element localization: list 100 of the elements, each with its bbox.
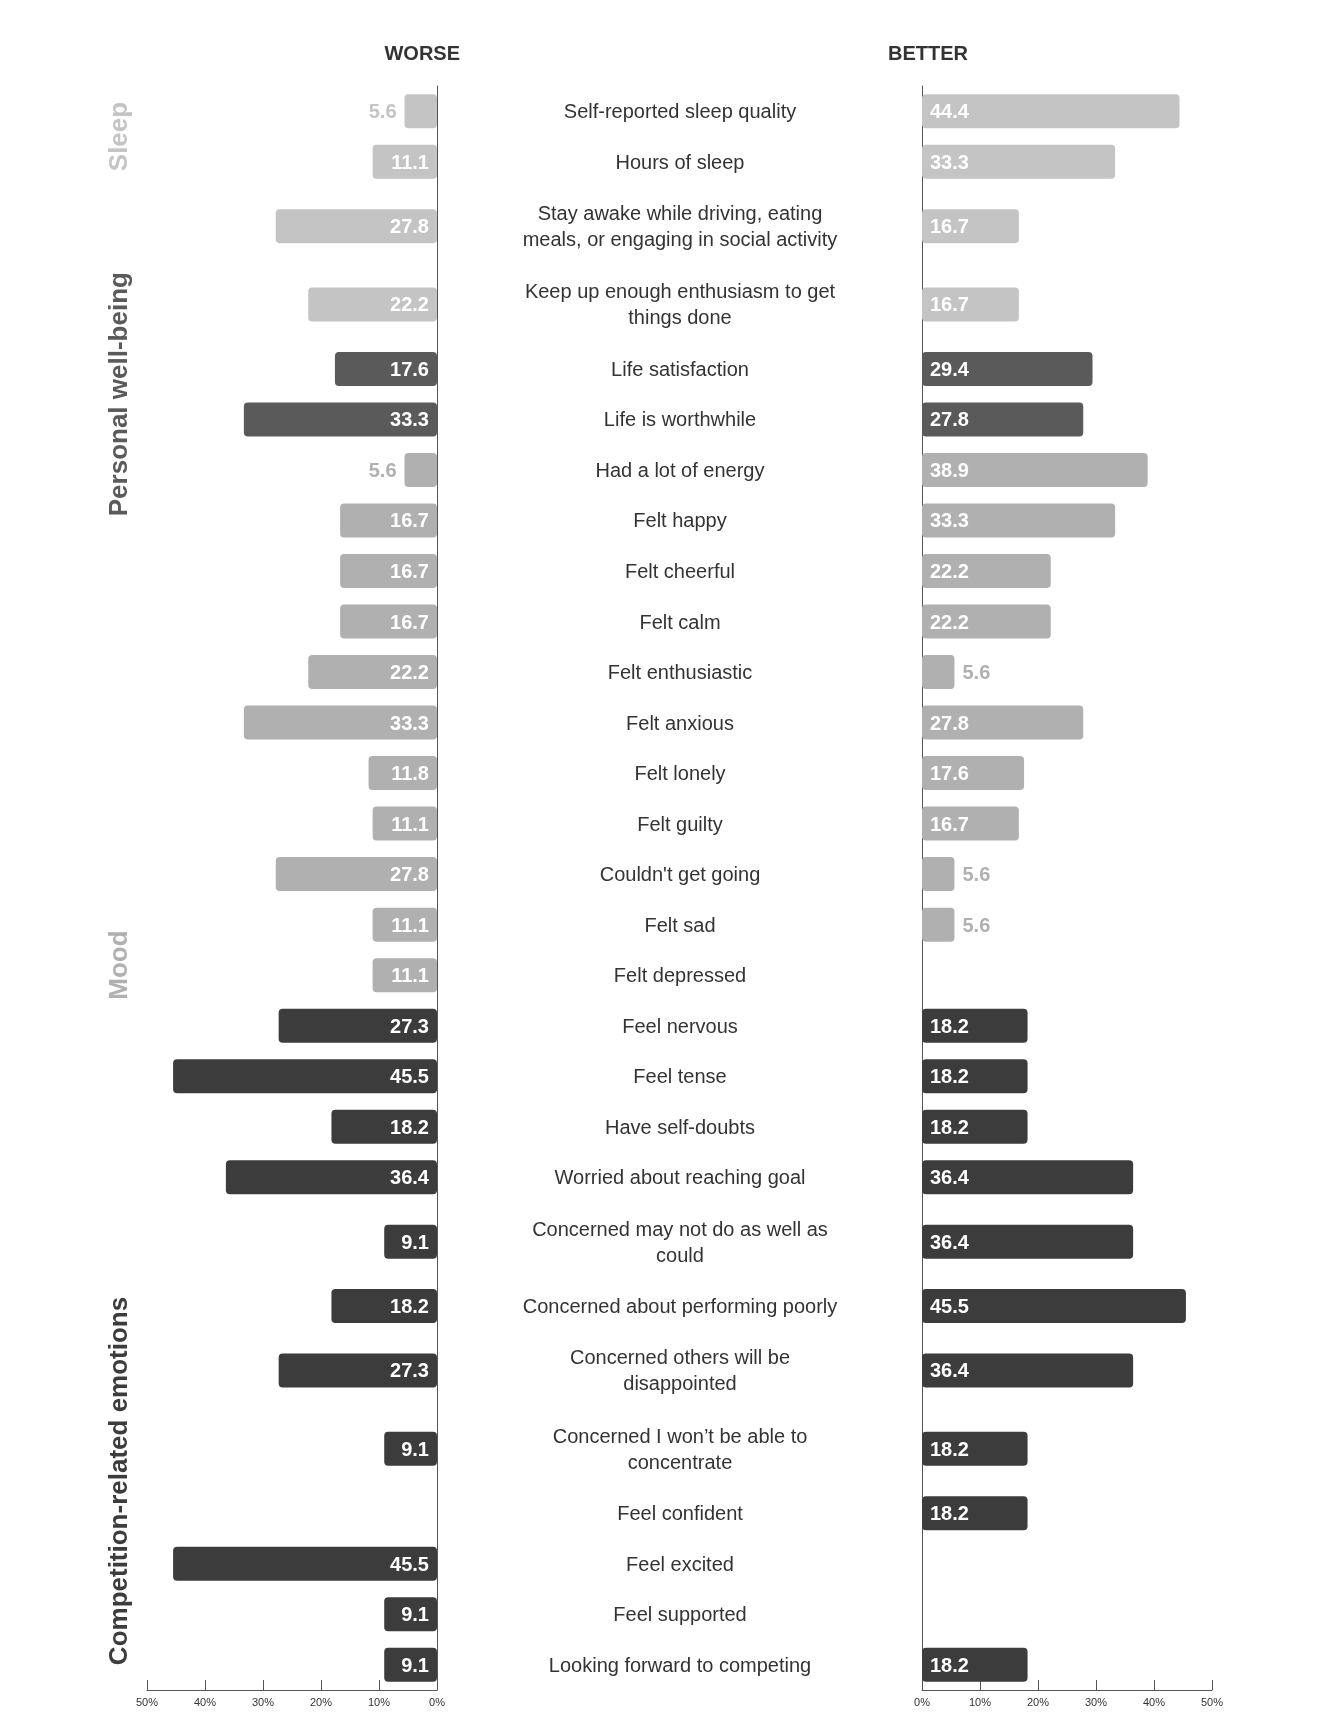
data-label: 11.1 — [391, 913, 429, 936]
data-label: 16.7 — [930, 812, 969, 835]
y-tick-label: Felt happy — [633, 509, 727, 532]
y-tick-label: Felt enthusiastic — [607, 661, 753, 684]
data-label: 18.2 — [930, 1065, 969, 1088]
chart-title: WORSE — [384, 42, 461, 64]
data-label: 18.2 — [390, 1115, 429, 1138]
y-tick-label: Stay awake while driving, eating meals, or engaging in social activity — [522, 202, 838, 251]
data-label: 29.4 — [930, 357, 970, 380]
y-tick-label: Looking forward to competing — [548, 1653, 812, 1676]
y-tick-label: Self-reported sleep quality — [563, 100, 797, 123]
data-label: 33.3 — [930, 150, 969, 173]
data-label: 27.8 — [390, 215, 429, 238]
data-label: 45.5 — [390, 1552, 429, 1575]
y-tick-label: Concerned others will be disappointed — [569, 1346, 791, 1395]
data-label: 11.1 — [391, 812, 429, 835]
x-tick-label: 50% — [1200, 1695, 1224, 1708]
y-tick-label: Felt anxious — [626, 711, 734, 734]
y-tick-label: Feel supported — [613, 1603, 747, 1626]
data-label: 27.8 — [930, 408, 969, 431]
data-label: 22.2 — [390, 661, 429, 684]
x-tick-label: 20% — [1026, 1695, 1050, 1708]
y-tick-label: Feel confident — [617, 1502, 744, 1525]
data-label: 17.6 — [390, 357, 429, 380]
chart-title: BETTER — [888, 42, 969, 64]
data-label: 9.1 — [401, 1603, 429, 1626]
data-label: 27.3 — [390, 1359, 429, 1382]
x-tick-label: 0% — [914, 1695, 931, 1708]
data-label: 5.6 — [962, 863, 991, 886]
y-tick-label: Felt depressed — [613, 964, 747, 987]
y-tick-label: Feel excited — [626, 1552, 734, 1575]
data-label: 18.2 — [930, 1437, 969, 1460]
y-tick-label: Concerned I won’t be able to concentrate — [552, 1424, 808, 1473]
y-tick-label: Felt guilty — [637, 812, 723, 835]
y-tick-label: Felt lonely — [634, 762, 726, 785]
x-tick-label: 10% — [367, 1695, 391, 1708]
y-tick-label: Hours of sleep — [615, 150, 745, 173]
data-label: 16.7 — [390, 610, 429, 633]
data-label: 18.2 — [930, 1014, 969, 1037]
data-label: 27.8 — [930, 711, 969, 734]
text: Mood — [103, 930, 133, 1000]
y-tick-label: Concerned may not do as well as could — [532, 1217, 828, 1266]
data-label: 27.3 — [390, 1014, 429, 1037]
data-label: 17.6 — [930, 762, 969, 785]
y-tick-label: Life is worthwhile — [603, 408, 757, 431]
x-tick-label: 50% — [135, 1695, 159, 1708]
data-label: 27.8 — [390, 863, 429, 886]
data-label: 33.3 — [930, 509, 969, 532]
x-tick-label: 20% — [309, 1695, 333, 1708]
data-label: 36.4 — [930, 1166, 970, 1189]
data-label: 5.6 — [368, 100, 397, 123]
data-label: 33.3 — [390, 408, 429, 431]
y-tick-label: Concerned about performing poorly — [522, 1295, 838, 1318]
y-tick-label: Felt sad — [644, 913, 716, 936]
data-label: 22.2 — [930, 610, 969, 633]
y-tick-label: Had a lot of energy — [595, 458, 765, 481]
data-label: 9.1 — [401, 1437, 429, 1460]
data-label: 9.1 — [401, 1230, 429, 1253]
data-label: 36.4 — [390, 1166, 430, 1189]
data-label: 22.2 — [390, 293, 429, 316]
data-label: 36.4 — [930, 1359, 970, 1382]
data-label: 18.2 — [930, 1502, 969, 1525]
y-tick-label: Felt cheerful — [624, 559, 736, 582]
data-label: 11.1 — [391, 150, 429, 173]
x-tick-label: 40% — [1142, 1695, 1166, 1708]
data-label: 16.7 — [930, 215, 969, 238]
data-label: 18.2 — [930, 1115, 969, 1138]
y-tick-label: Feel nervous — [622, 1014, 738, 1037]
y-tick-label: Keep up enough enthusiasm to get things done — [524, 280, 836, 329]
data-label: 44.4 — [930, 100, 970, 123]
data-label: 5.6 — [962, 913, 991, 936]
data-label: 9.1 — [401, 1653, 429, 1676]
data-label: 11.1 — [391, 964, 429, 987]
data-label: 18.2 — [390, 1295, 429, 1318]
data-label: 36.4 — [930, 1230, 970, 1253]
text: Personal well-being — [103, 272, 133, 517]
y-tick-label: Worried about reaching goal — [554, 1166, 806, 1189]
data-label: 16.7 — [390, 559, 429, 582]
data-label: 16.7 — [930, 293, 969, 316]
y-tick-label: Life satisfaction — [611, 357, 749, 380]
x-tick-label: 30% — [251, 1695, 275, 1708]
y-tick-label: Feel tense — [633, 1065, 727, 1088]
data-label: 45.5 — [390, 1065, 429, 1088]
data-label: 38.9 — [930, 458, 969, 481]
y-tick-label: Felt calm — [639, 610, 721, 633]
x-tick-label: 10% — [968, 1695, 992, 1708]
text: Sleep — [103, 101, 133, 172]
y-tick-label: Couldn't get going — [599, 863, 761, 886]
data-label: 18.2 — [930, 1653, 969, 1676]
data-label: 16.7 — [390, 509, 429, 532]
data-label: 33.3 — [390, 711, 429, 734]
data-label: 22.2 — [930, 559, 969, 582]
x-tick-label: 40% — [193, 1695, 217, 1708]
data-label: 5.6 — [962, 661, 991, 684]
x-tick-label: 0% — [429, 1695, 446, 1708]
data-label: 45.5 — [930, 1295, 969, 1318]
data-label: 5.6 — [368, 458, 397, 481]
text: Competition-related emotions — [103, 1296, 133, 1666]
x-tick-label: 30% — [1084, 1695, 1108, 1708]
y-tick-label: Have self-doubts — [604, 1115, 756, 1138]
